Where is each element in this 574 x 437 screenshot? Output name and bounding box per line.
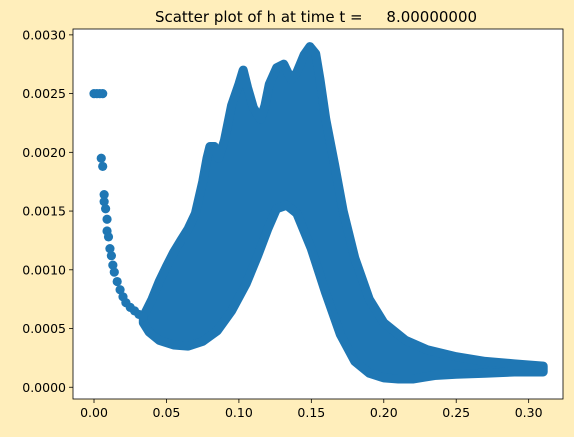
x-tick-label: 0.15 [297,405,325,420]
x-tick-label: 0.05 [153,405,181,420]
scatter-point [100,204,111,214]
y-tick-label: 0.0030 [22,27,66,42]
scatter-point [109,267,119,277]
scatter-point-band [138,42,548,384]
y-tick-label: 0.0005 [22,321,66,336]
scatter-point [103,232,114,242]
scatter-point [98,89,108,99]
scatter-point [105,244,115,254]
y-tick-label: 0.0000 [22,380,66,395]
scatter-point [98,161,108,172]
y-tick-label: 0.0010 [22,262,66,277]
x-tick-label: 0.30 [515,405,543,420]
x-axis: 0.00 0.05 0.10 0.15 0.20 0.25 0.30 [80,399,543,420]
y-tick-label: 0.0020 [22,145,66,160]
x-tick-label: 0.10 [225,405,253,420]
scatter-point [112,276,122,287]
scatter-point [115,285,125,295]
plot-frame [72,28,564,400]
x-tick-label: 0.25 [442,405,470,420]
data-marks [89,42,548,384]
x-tick-label: 0.20 [370,405,398,420]
scatter-point [99,197,109,207]
y-axis: 0.0000 0.0005 0.0010 0.0015 0.0020 0.0025 0.00… [22,27,73,395]
scatter-point [106,251,116,261]
scatter-point [138,312,148,322]
scatter-point [102,214,112,224]
y-tick-label: 0.0015 [22,204,66,219]
chart-title: Scatter plot of h at time t = 8.00000000 [155,8,477,26]
scatter-point [99,190,109,200]
scatter-point [96,153,106,163]
y-tick-label: 0.0025 [22,86,66,101]
x-tick-label: 0.00 [80,405,108,420]
scatter-point [108,260,118,270]
